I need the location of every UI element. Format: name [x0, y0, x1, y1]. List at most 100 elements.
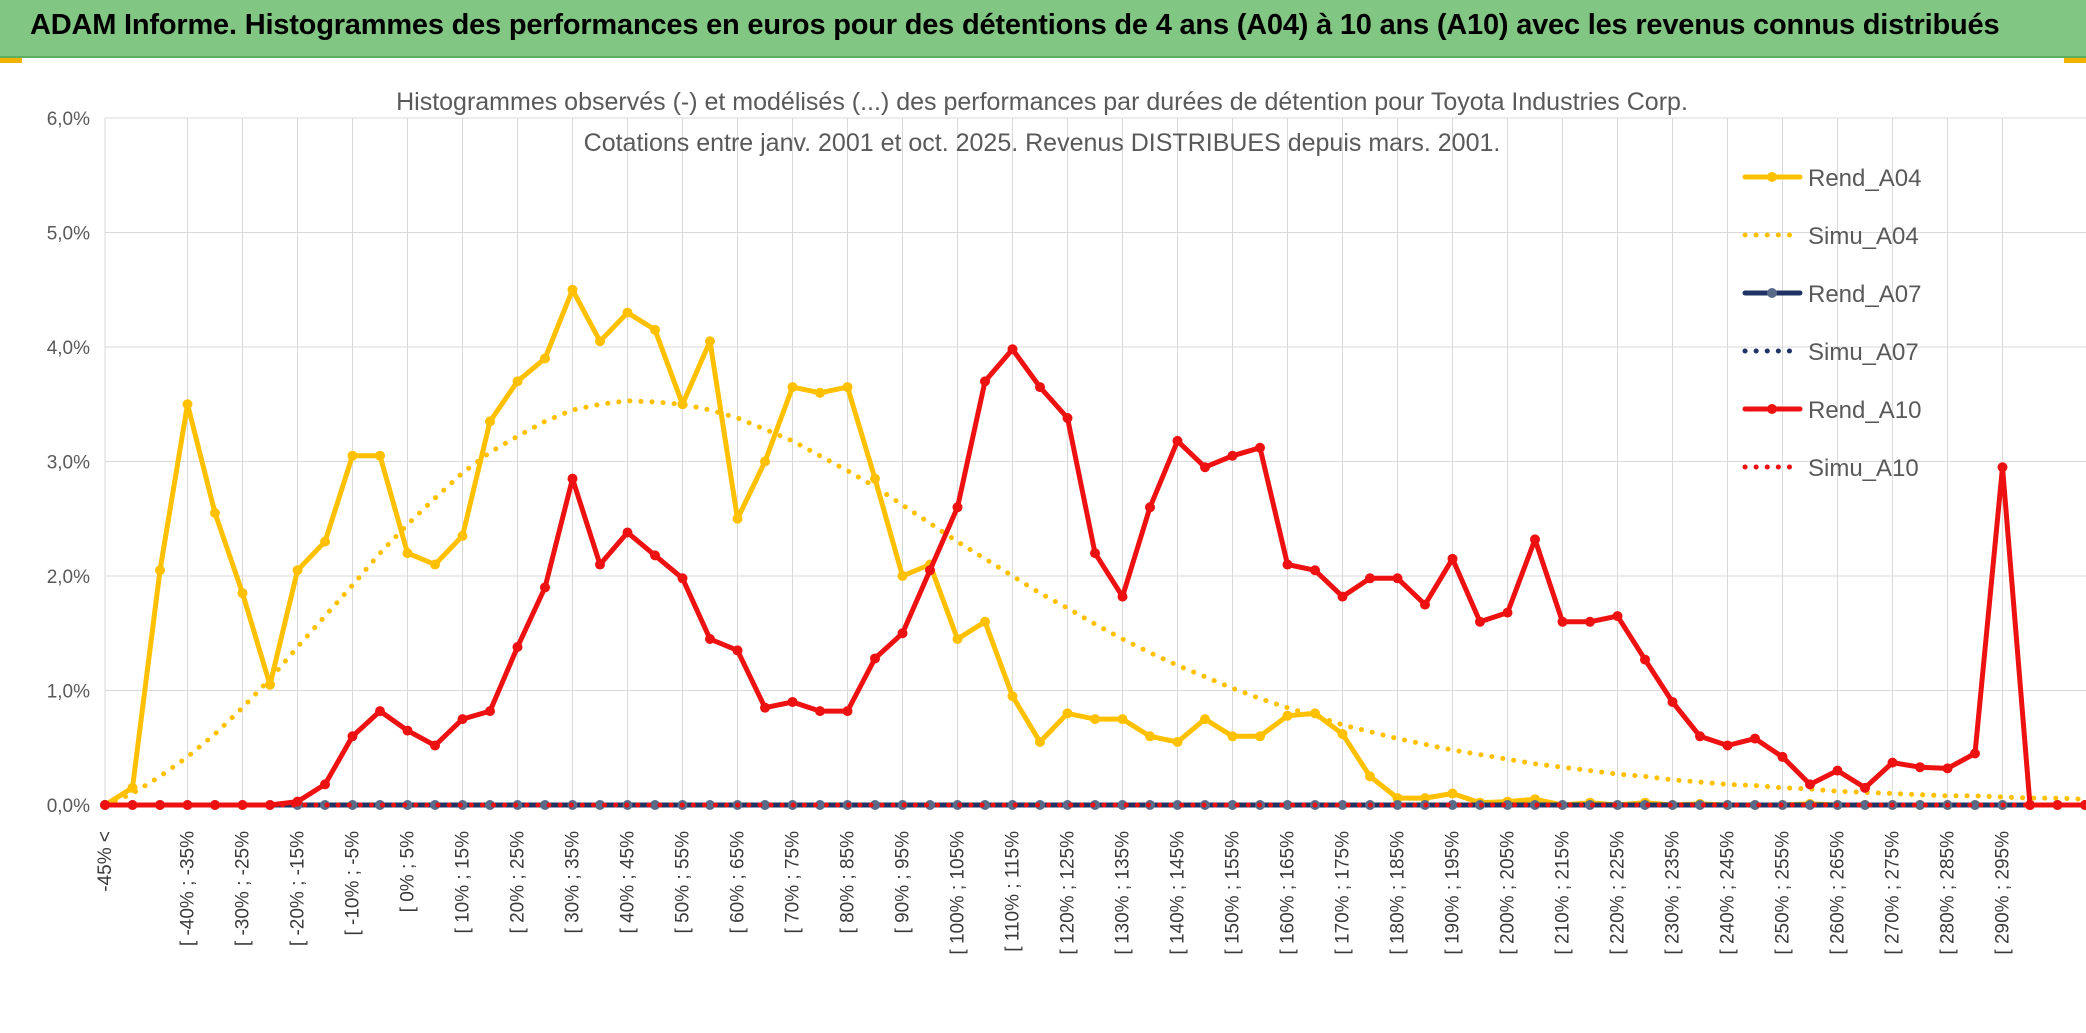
data-point-rend_a10	[457, 714, 468, 725]
data-point-rend_a10	[1200, 462, 1210, 473]
data-point-rend_a10	[1007, 344, 1018, 355]
data-point-rend_a10	[127, 800, 138, 810]
data-point-rend_a04	[485, 416, 495, 427]
y-tick-label: 5,0%	[47, 224, 90, 245]
data-point-rend_a10	[1805, 779, 1815, 790]
x-tick-label: [ 70% ; 75%	[783, 831, 804, 934]
x-tick-label: [ -20% ; -15%	[288, 831, 309, 946]
data-point-rend_a04	[1365, 771, 1375, 782]
data-point-rend_a10	[430, 740, 440, 751]
data-point-rend_a10	[1337, 591, 1348, 602]
data-point-rend_a07	[1282, 800, 1293, 810]
x-tick-label: [ 120% ; 125%	[1058, 831, 1079, 955]
data-point-rend_a07	[595, 800, 605, 810]
data-point-rend_a07	[540, 800, 550, 810]
data-point-rend_a10	[815, 706, 825, 717]
y-tick-label: 0,0%	[47, 796, 90, 817]
data-point-rend_a10	[1997, 462, 2008, 473]
data-point-rend_a07	[1007, 800, 1018, 810]
data-point-rend_a04	[1227, 731, 1238, 742]
data-point-rend_a04	[1200, 714, 1210, 725]
data-point-rend_a04	[595, 336, 605, 347]
legend-label: Simu_A10	[1808, 455, 1919, 482]
data-point-rend_a07	[1172, 800, 1183, 810]
data-point-rend_a10	[1282, 559, 1293, 570]
data-point-rend_a10	[1832, 765, 1843, 776]
data-point-rend_a07	[760, 800, 770, 810]
x-tick-label: [ 240% ; 245%	[1718, 831, 1739, 955]
x-tick-label: -45% <	[95, 831, 116, 892]
data-point-rend_a10	[1585, 616, 1595, 627]
data-point-rend_a10	[1640, 654, 1650, 665]
data-point-rend_a10	[952, 502, 963, 513]
corner-mark-right	[2064, 58, 2086, 63]
data-point-rend_a10	[732, 645, 743, 656]
data-point-rend_a04	[567, 284, 578, 295]
data-point-rend_a04	[512, 376, 523, 387]
chart-frame: 0,0% 1,0% 2,0% 3,0% 4,0% 5,0% 6,0% -45% < [ -40%…	[0, 58, 2086, 1033]
data-point-rend_a10	[1447, 553, 1458, 564]
data-point-rend_a07	[430, 800, 440, 810]
x-tick-label: [ 170% ; 175%	[1333, 831, 1354, 955]
x-tick-label: [ -30% ; -25%	[233, 831, 254, 946]
data-point-rend_a10	[870, 653, 880, 664]
x-tick-label: [ 210% ; 215%	[1553, 831, 1574, 955]
data-point-rend_a04	[182, 399, 193, 410]
data-point-rend_a04	[952, 633, 963, 644]
legend-label: Simu_A04	[1808, 223, 1919, 250]
data-point-rend_a04	[1282, 710, 1293, 721]
chart: 0,0% 1,0% 2,0% 3,0% 4,0% 5,0% 6,0% -45% < [ -40%…	[47, 88, 2086, 955]
data-point-rend_a04	[980, 616, 990, 627]
data-point-rend_a07	[650, 800, 660, 810]
data-point-rend_a10	[1612, 611, 1623, 622]
data-point-rend_a10	[897, 628, 908, 639]
y-tick-label: 2,0%	[47, 567, 90, 588]
data-point-rend_a04	[430, 559, 440, 570]
x-tick-label: [ 50% ; 55%	[673, 831, 694, 934]
data-point-rend_a07	[925, 800, 935, 810]
data-point-rend_a10	[1750, 733, 1760, 744]
data-point-rend_a04	[760, 456, 770, 467]
chart-subtitle: Cotations entre janv. 2001 et oct. 2025.…	[584, 129, 1501, 157]
series-line-simu_a04	[102, 398, 2086, 808]
x-tick-label: [ 60% ; 65%	[728, 831, 749, 934]
legend-label: Rend_A10	[1808, 397, 1921, 424]
data-point-rend_a07	[1970, 800, 1980, 810]
data-point-rend_a10	[1420, 599, 1430, 610]
data-point-rend_a10	[1475, 616, 1485, 627]
x-tick-label: [ 270% ; 275%	[1883, 831, 1904, 955]
data-point-rend_a04	[237, 588, 248, 599]
data-point-rend_a07	[347, 800, 358, 810]
data-point-rend_a04	[1337, 729, 1348, 740]
x-tick-label: [ 230% ; 235%	[1663, 831, 1684, 955]
y-tick-label: 6,0%	[47, 109, 90, 130]
data-point-rend_a10	[540, 582, 550, 593]
data-point-rend_a10	[1667, 696, 1678, 707]
x-tick-label: [ -40% ; -35%	[178, 831, 199, 946]
data-point-rend_a10	[1392, 573, 1403, 584]
data-point-rend_a10	[375, 706, 385, 717]
data-point-rend_a10	[650, 550, 660, 561]
data-point-rend_a10	[1117, 591, 1128, 602]
data-point-rend_a07	[1557, 800, 1568, 810]
data-point-rend_a07	[705, 800, 715, 810]
data-point-rend_a04	[732, 513, 743, 524]
data-point-rend_a10	[787, 696, 798, 707]
data-point-rend_a10	[1227, 450, 1238, 461]
x-tick-label: [ 130% ; 135%	[1113, 831, 1134, 955]
x-tick-label: [ 180% ; 185%	[1388, 831, 1409, 955]
data-point-rend_a10	[1722, 740, 1733, 751]
data-point-rend_a04	[870, 473, 880, 484]
data-point-rend_a10	[1530, 534, 1540, 545]
corner-mark-left	[0, 58, 22, 63]
data-point-rend_a04	[375, 450, 385, 461]
data-point-rend_a04	[265, 679, 275, 690]
y-tick-label: 1,0%	[47, 682, 90, 703]
data-point-rend_a04	[1007, 691, 1018, 702]
data-point-rend_a10	[182, 800, 193, 810]
data-point-rend_a10	[1365, 573, 1375, 584]
legend: Rend_A04 Simu_A04 Rend_A07 Simu_A07 Rend_A10…	[1742, 165, 1921, 482]
legend-marker	[1767, 172, 1777, 182]
data-point-rend_a10	[2025, 800, 2035, 810]
data-point-rend_a07	[1612, 800, 1623, 810]
